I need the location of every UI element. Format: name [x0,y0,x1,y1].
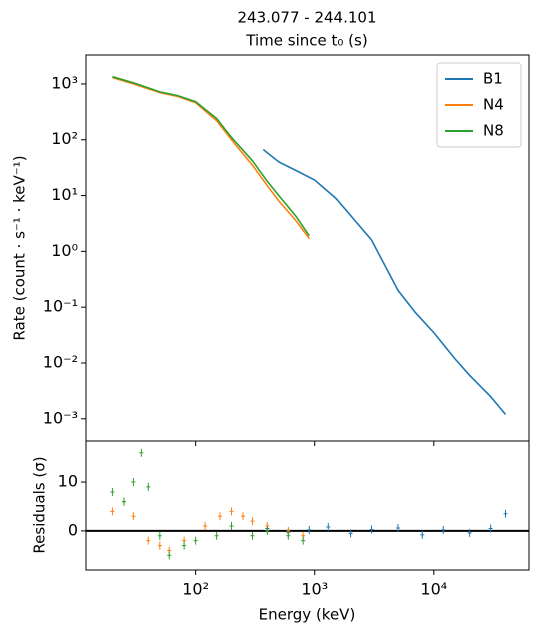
residual-point [157,531,162,540]
x-axis-label: Energy (keV) [259,606,356,624]
residual-point [488,524,493,533]
residual-point [131,512,136,521]
residual-point [229,522,234,531]
residual-point [348,529,353,538]
residual-point [250,531,255,540]
residual-point [131,478,136,487]
residual-point [157,541,162,550]
residual-point [441,525,446,534]
series-line [112,76,310,239]
residual-point [467,528,472,537]
y-tick-label: 0 [68,520,78,539]
y-tick-label: 10¹ [51,185,78,204]
residual-point [241,512,246,521]
y-tick-label: 10 [58,472,78,491]
x-tick-label: 10³ [301,580,328,599]
residual-point [229,507,234,516]
residual-point [167,551,172,560]
residual-point [420,530,425,539]
series-line [112,75,310,237]
y-tick-label: 10⁰ [51,241,78,260]
legend-label: N8 [483,122,504,140]
residual-point [146,536,151,545]
y-tick-label: 10² [51,129,78,148]
x-tick-label: 10⁴ [420,580,447,599]
residual-point [503,509,508,518]
residual-point [369,525,374,534]
x-tick-label: 10² [182,580,209,599]
legend-box [436,62,522,148]
residual-point [182,541,187,550]
residual-point [326,523,331,531]
series-line [262,148,507,415]
residual-point [110,507,115,516]
residual-point [121,497,126,506]
chart-subtitle: Time since t₀ (s) [245,32,367,50]
residual-point [146,482,151,491]
residual-point [214,531,219,540]
chart-title: 243.077 - 244.101 [237,9,376,27]
y-tick-label: 10³ [51,73,78,92]
residual-point [217,512,222,521]
residual-point [193,536,198,545]
residual-point [307,525,312,534]
residual-axis-label: Residuals (σ) [31,456,49,553]
residual-point [250,517,255,526]
y-tick-label: 10⁻³ [43,408,78,427]
legend-label: N4 [483,96,504,114]
y-axis-label: Rate (count · s⁻¹ · keV⁻¹) [11,155,29,340]
bottom-frame [85,440,530,571]
residual-point [286,531,291,540]
residual-point [395,523,400,532]
residual-point [203,522,208,531]
residual-point [139,448,144,457]
residual-point [301,536,306,545]
y-tick-label: 10⁻² [43,352,78,371]
residual-point [265,526,270,535]
y-tick-label: 10⁻¹ [43,297,78,316]
legend-label: B1 [483,70,503,88]
residual-point [110,487,115,496]
